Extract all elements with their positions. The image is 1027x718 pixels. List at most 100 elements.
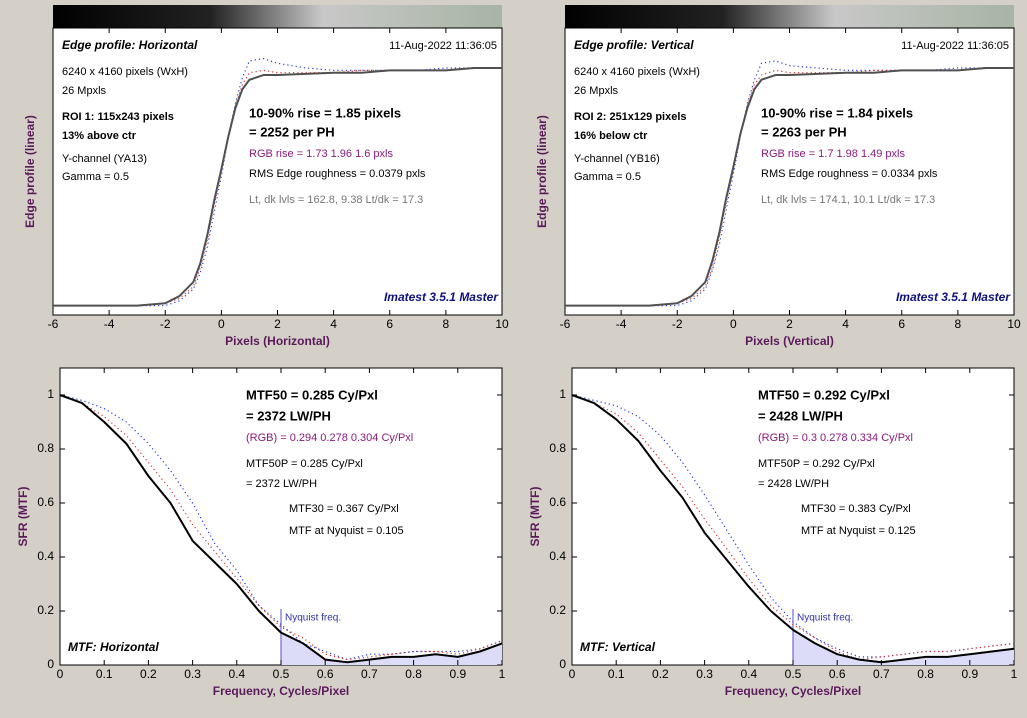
x-tick-label: -6 (560, 317, 571, 331)
x-tick-label: 0 (569, 667, 576, 681)
result-text: MTF50P = 0.285 Cy/Pxl (246, 458, 363, 470)
x-tick-label: 8 (955, 317, 962, 331)
x-tick-label: 8 (443, 317, 450, 331)
result-text: MTF50P = 0.292 Cy/Pxl (758, 458, 875, 470)
data-line (565, 60, 1014, 307)
footer: Imatest 3.5.1 Master (896, 290, 1011, 304)
x-tick-label: 1 (1011, 667, 1018, 681)
timestamp: 11-Aug-2022 11:36:05 (389, 40, 497, 52)
x-tick-label: 0 (730, 317, 737, 331)
nyquist-area (281, 632, 502, 665)
panel-title: Edge profile: Vertical (574, 38, 694, 52)
x-tick-label: 0 (218, 317, 225, 331)
x-tick-label: 0 (57, 667, 64, 681)
footer: Imatest 3.5.1 Master (384, 290, 499, 304)
info-text: ROI 2: 251x129 pixels (574, 111, 687, 123)
info-text: Gamma = 0.5 (574, 171, 641, 183)
result-text: (RGB) = 0.294 0.278 0.304 Cy/Pxl (246, 432, 413, 444)
result-text: = 2428 LW/PH (758, 408, 843, 423)
info-text: 16% below ctr (574, 130, 648, 142)
x-tick-label: 0.5 (785, 667, 802, 681)
x-tick-label: 0.2 (652, 667, 669, 681)
y-tick-label: 0.8 (549, 441, 566, 455)
data-line (53, 57, 502, 307)
y-tick-label: 1 (47, 387, 54, 401)
x-axis-label: Pixels (Vertical) (745, 334, 834, 348)
y-axis-label: SFR (MTF) (16, 487, 30, 547)
x-tick-label: -6 (48, 317, 59, 331)
gray-strip (53, 5, 502, 28)
result-text: MTF30 = 0.367 Cy/Pxl (289, 503, 399, 515)
result-text: = 2372 LW/PH (246, 408, 331, 423)
x-tick-label: 0.7 (361, 667, 378, 681)
info-text: Gamma = 0.5 (62, 171, 129, 183)
x-tick-label: 1 (499, 667, 506, 681)
result-text: RMS Edge roughness = 0.0379 pxls (249, 168, 426, 180)
info-text: ROI 1: 115x243 pixels (62, 111, 174, 123)
info-text: 6240 x 4160 pixels (WxH) (62, 66, 188, 78)
data-line (571, 394, 1015, 658)
x-axis-label: Frequency, Cycles/Pixel (725, 684, 862, 698)
x-tick-label: 0.6 (829, 667, 846, 681)
data-line (59, 394, 503, 664)
x-tick-label: 10 (495, 317, 509, 331)
x-tick-label: -2 (160, 317, 171, 331)
x-tick-label: 6 (898, 317, 905, 331)
data-line (571, 394, 1015, 661)
x-tick-label: 0.6 (317, 667, 334, 681)
result-text: MTF50 = 0.292 Cy/Pxl (758, 387, 890, 402)
result-text: RMS Edge roughness = 0.0334 pxls (761, 168, 938, 180)
panel-title: MTF: Horizontal (68, 640, 159, 654)
x-tick-label: 0.3 (184, 667, 201, 681)
info-text: Y-channel (YA13) (62, 153, 147, 165)
x-tick-label: 0.2 (140, 667, 157, 681)
x-tick-label: 0.3 (696, 667, 713, 681)
data-line (565, 66, 1014, 307)
info-text: 13% above ctr (62, 130, 137, 142)
data-line (571, 394, 1015, 664)
y-axis-label: Edge profile (linear) (535, 115, 549, 228)
y-tick-label: 0.8 (37, 441, 54, 455)
x-tick-label: 0.8 (405, 667, 422, 681)
info-text: 26 Mpxls (574, 85, 619, 97)
y-tick-label: 0 (47, 657, 54, 671)
result-text: MTF50 = 0.285 Cy/Pxl (246, 387, 378, 402)
x-tick-label: -2 (672, 317, 683, 331)
panel-title: MTF: Vertical (580, 640, 656, 654)
x-axis-label: Frequency, Cycles/Pixel (213, 684, 350, 698)
x-tick-label: 0.1 (608, 667, 625, 681)
y-tick-label: 0.6 (37, 495, 54, 509)
result-text: RGB rise = 1.73 1.96 1.6 pxls (249, 148, 393, 160)
gray-strip (565, 5, 1014, 28)
result-text: MTF30 = 0.383 Cy/Pxl (801, 503, 911, 515)
result-text: Lt, dk lvls = 174.1, 10.1 Lt/dk = 17.3 (761, 194, 935, 206)
result-text: 10-90% rise = 1.84 pixels (761, 105, 913, 120)
result-text: 10-90% rise = 1.85 pixels (249, 105, 401, 120)
nyquist-label: Nyquist freq. (285, 613, 341, 624)
x-tick-label: 6 (386, 317, 393, 331)
x-tick-label: 2 (786, 317, 793, 331)
y-axis-label: SFR (MTF) (528, 487, 542, 547)
y-tick-label: 0.4 (37, 549, 54, 563)
info-text: 26 Mpxls (62, 85, 107, 97)
x-tick-label: -4 (616, 317, 627, 331)
result-text: = 2252 per PH (249, 124, 335, 139)
result-text: = 2372 LW/PH (246, 478, 317, 490)
result-text: MTF at Nyquist = 0.105 (289, 525, 404, 537)
result-text: = 2428 LW/PH (758, 478, 829, 490)
y-tick-label: 0.6 (549, 495, 566, 509)
y-tick-label: 0.4 (549, 549, 566, 563)
result-text: RGB rise = 1.7 1.98 1.49 pxls (761, 148, 905, 160)
y-axis-label: Edge profile (linear) (23, 115, 37, 228)
timestamp: 11-Aug-2022 11:36:05 (901, 40, 1009, 52)
nyquist-label: Nyquist freq. (797, 613, 853, 624)
x-axis-label: Pixels (Horizontal) (225, 334, 330, 348)
y-tick-label: 0 (559, 657, 566, 671)
y-tick-label: 0.2 (37, 603, 54, 617)
data-line (53, 66, 502, 307)
result-text: Lt, dk lvls = 162.8, 9.38 Lt/dk = 17.3 (249, 194, 423, 206)
x-tick-label: 10 (1007, 317, 1021, 331)
info-text: 6240 x 4160 pixels (WxH) (574, 66, 700, 78)
y-tick-label: 0.2 (549, 603, 566, 617)
